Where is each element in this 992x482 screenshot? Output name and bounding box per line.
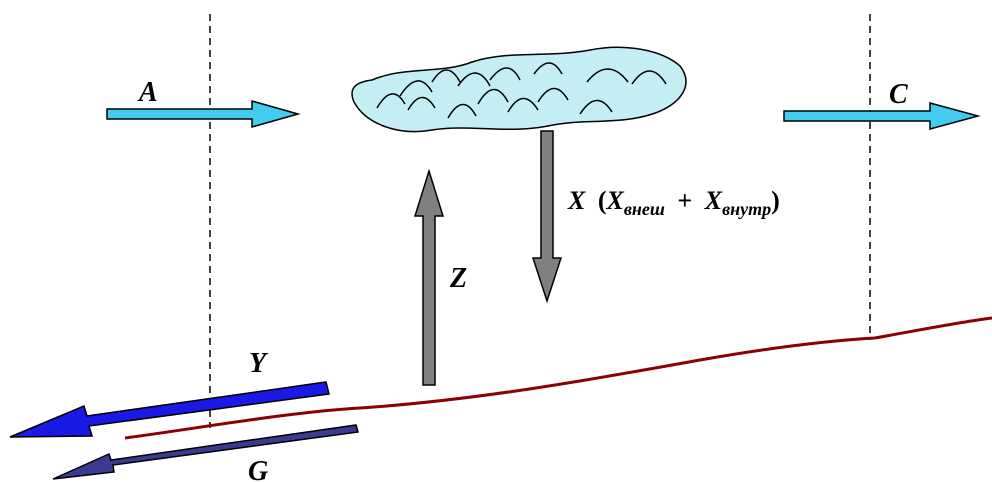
label-c: C: [889, 79, 908, 110]
arrow-c: [783, 102, 981, 130]
label-y: Y: [249, 348, 269, 379]
label-a: A: [137, 77, 158, 108]
arrow-a: [106, 100, 301, 128]
label-g: G: [248, 456, 268, 482]
arrow-g: [52, 424, 359, 480]
cloud-rain-arcs: [376, 62, 667, 119]
arrow-y: [9, 381, 330, 438]
label-x: X (Xвнеш + Xвнутр): [567, 186, 780, 221]
ground-surface-line: [124, 316, 992, 440]
label-z: Z: [449, 263, 467, 294]
cloud: [351, 46, 687, 133]
arrow-z: [413, 168, 445, 386]
arrow-x: [531, 130, 563, 304]
